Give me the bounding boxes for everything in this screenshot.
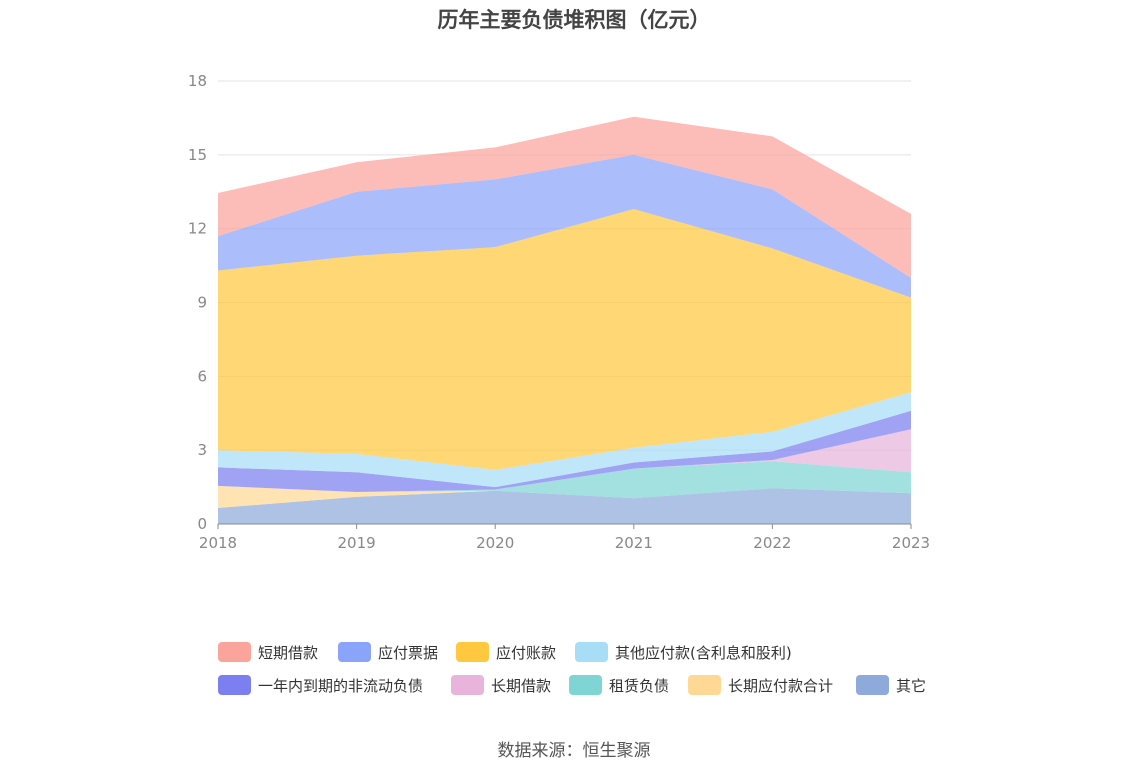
legend-swatch	[451, 675, 484, 695]
area-series-0[interactable]	[218, 488, 911, 524]
data-source: 数据来源：恒生聚源	[497, 741, 651, 761]
y-tick-label: 0	[197, 515, 207, 533]
area-series-6[interactable]	[218, 209, 911, 470]
y-tick-label: 3	[197, 441, 207, 459]
axes: 0 3 6 9 12 15 18 2018 2019 2020 2021 2022 2023	[188, 72, 930, 552]
x-tick-label: 2019	[338, 534, 376, 552]
legend-item[interactable]: 其他应付款(含利息和股利)	[575, 640, 792, 664]
chart-title: 历年主要负债堆积图（亿元）	[437, 8, 711, 32]
legend-label: 短期借款	[258, 643, 319, 662]
x-tick-label: 2022	[753, 534, 791, 552]
legend-label: 其他应付款(含利息和股利)	[615, 643, 792, 662]
legend-label: 长期借款	[491, 676, 552, 695]
legend-swatch	[456, 642, 489, 662]
legend-item[interactable]: 长期借款	[451, 673, 551, 697]
area-series-7[interactable]	[218, 154, 911, 298]
legend-item[interactable]: 租赁负债	[569, 673, 669, 697]
legend-label: 长期应付款合计	[728, 676, 834, 695]
legend-item[interactable]: 应付账款	[456, 640, 556, 664]
area-series-8[interactable]	[218, 116, 911, 278]
legend-item[interactable]: 短期借款	[218, 640, 318, 664]
area-series	[218, 116, 911, 524]
legend-swatch	[218, 675, 251, 695]
area-series-3[interactable]	[218, 429, 911, 492]
legend-item[interactable]: 应付票据	[338, 640, 438, 664]
area-series-2[interactable]	[218, 461, 911, 499]
legend-swatch	[569, 675, 602, 695]
legend-item[interactable]: 其它	[856, 673, 926, 697]
legend-swatch	[575, 642, 608, 662]
legend-label: 其它	[896, 676, 927, 695]
y-tick-label: 12	[188, 220, 207, 238]
legend-label: 一年内到期的非流动负债	[258, 676, 424, 695]
y-tick-label: 9	[197, 294, 207, 312]
legend-label: 应付账款	[496, 643, 557, 662]
legend-swatch	[856, 675, 889, 695]
legend-label: 应付票据	[378, 643, 439, 662]
x-tick-label: 2021	[615, 534, 653, 552]
y-tick-label: 15	[188, 146, 207, 164]
legend-item[interactable]: 一年内到期的非流动负债	[218, 673, 423, 697]
stacked-area-chart: 0 3 6 9 12 15 18 2018 2019 2020 2021 2022 2023	[188, 72, 930, 552]
legend-swatch	[338, 642, 371, 662]
legend: 短期借款 应付票据 应付账款 其他应付款(含利息和股利) 一年内到期的非流动负债 长期借款…	[218, 640, 958, 700]
x-tick-label: 2023	[892, 534, 930, 552]
legend-row: 一年内到期的非流动负债 长期借款 租赁负债 长期应付款合计 其它	[218, 673, 958, 697]
legend-row: 短期借款 应付票据 应付账款 其他应付款(含利息和股利)	[218, 640, 958, 664]
x-tick-label: 2020	[476, 534, 514, 552]
legend-swatch	[218, 642, 251, 662]
y-tick-label: 18	[188, 72, 207, 90]
y-tick-label: 6	[197, 367, 207, 385]
legend-swatch	[688, 675, 721, 695]
area-series-5[interactable]	[218, 392, 911, 488]
legend-item[interactable]: 长期应付款合计	[688, 673, 833, 697]
x-tick-label: 2018	[199, 534, 237, 552]
legend-label: 租赁负债	[609, 676, 670, 695]
